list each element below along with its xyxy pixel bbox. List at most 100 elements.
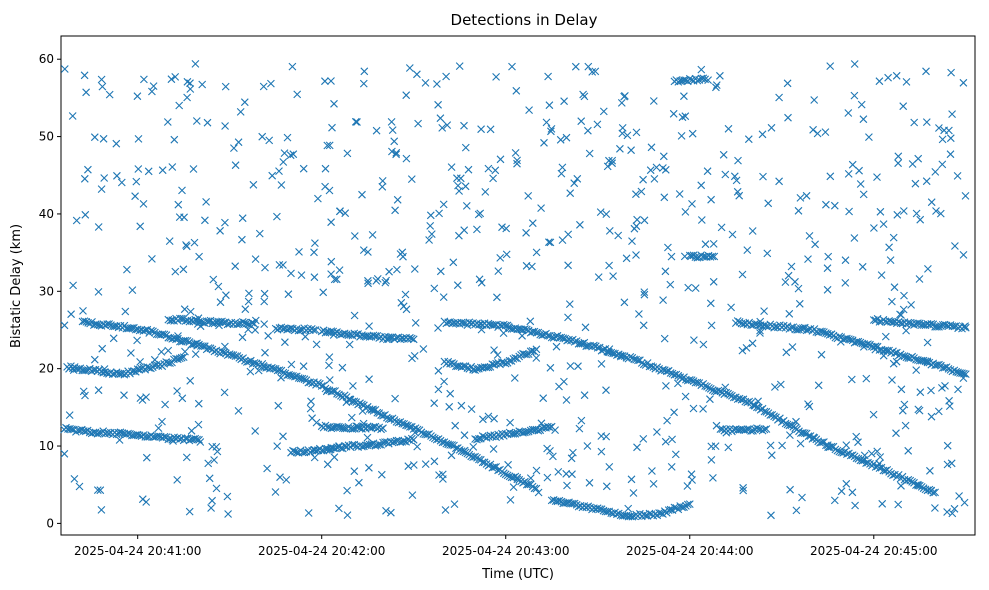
data-point [192,117,201,125]
data-point [382,506,390,515]
data-point [859,343,868,351]
data-point [831,445,840,454]
data-point [109,334,118,343]
data-point [464,165,473,174]
data-point [575,424,584,433]
data-point [708,252,717,261]
data-point [287,360,296,369]
data-point [407,175,416,183]
data-point [822,200,830,209]
data-point [347,413,356,422]
data-point [460,446,469,455]
data-point [441,506,450,514]
data-point [258,132,267,141]
data-point [739,483,747,492]
data-point [798,493,806,502]
data-point [323,460,332,469]
data-point [961,322,969,330]
data-point [260,297,269,306]
data-point [778,441,786,450]
data-point [659,152,668,161]
data-point [378,182,387,191]
data-point [198,80,207,89]
data-point [513,159,521,168]
data-point [590,341,598,350]
data-point [707,195,715,204]
data-point [501,470,510,479]
data-point [820,328,828,336]
data-point [678,113,687,122]
data-point [932,207,940,215]
data-point [180,305,189,314]
data-point [960,498,969,507]
data-point [580,92,589,101]
y-axis-label: Bistatic Delay (km) [9,224,24,348]
data-point [912,209,921,218]
data-point [837,487,846,496]
data-point [545,101,554,110]
data-point [493,351,502,359]
data-point [81,391,89,400]
data-point [852,432,861,441]
data-point [743,425,752,434]
data-point [490,414,498,423]
data-point [900,291,908,300]
data-point [646,166,655,175]
data-point [174,200,183,209]
data-point [231,262,240,271]
data-point [881,332,890,341]
data-point [526,317,535,326]
data-point [944,365,953,373]
data-point [329,331,338,339]
data-point [858,456,867,465]
data-point [871,345,880,354]
data-point [171,267,180,276]
data-point [251,316,260,325]
data-point [358,407,367,415]
data-point [72,216,81,225]
data-point [775,177,783,186]
data-point [343,486,351,495]
data-point [591,67,600,76]
data-point [841,279,850,287]
data-point [813,129,822,138]
data-point [471,452,479,461]
data-point [506,496,515,504]
data-point [475,455,483,464]
data-point [545,423,554,432]
data-point [870,224,878,232]
data-point [961,323,970,332]
data-point [84,165,92,174]
data-point [890,283,899,292]
data-point [221,218,229,227]
data-point [299,362,308,371]
data-point [322,446,331,454]
data-point [148,255,156,263]
data-point [859,115,868,124]
data-point [251,255,260,263]
data-point [787,262,796,271]
data-point [300,448,309,457]
data-point [528,262,536,271]
data-point [282,476,291,484]
data-point [327,257,336,266]
data-point [781,278,790,286]
data-point [427,230,436,238]
y-tick-label-2: 20 [39,362,54,376]
data-point [699,74,708,83]
data-point [358,190,366,199]
data-point [203,118,212,127]
data-point [312,340,321,349]
data-point [681,392,690,401]
data-point [292,448,301,457]
data-points [60,60,970,521]
data-point [435,209,443,218]
data-point [532,248,541,257]
data-point [845,207,853,216]
data-point [368,231,377,239]
data-point [307,397,315,406]
data-point [833,446,842,455]
data-point [576,220,584,229]
data-point [510,374,519,382]
data-point [60,449,69,458]
